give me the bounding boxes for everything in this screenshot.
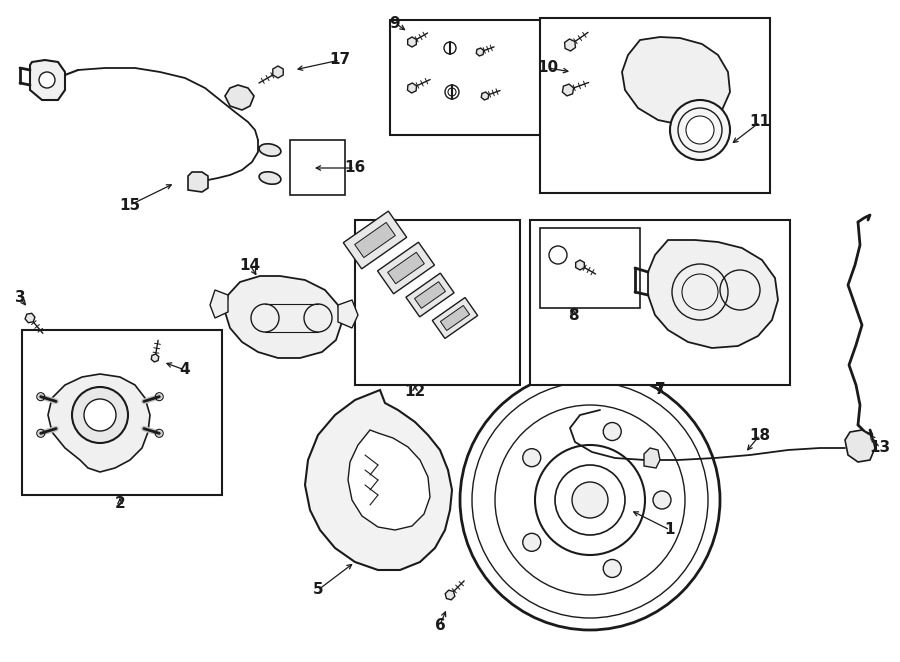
Text: 14: 14 [239, 258, 261, 273]
Circle shape [84, 399, 116, 431]
Bar [290, 140, 345, 195]
Bar [355, 220, 520, 385]
Circle shape [670, 100, 730, 160]
Circle shape [653, 491, 671, 509]
Polygon shape [562, 84, 573, 96]
Text: 18: 18 [750, 428, 770, 442]
Polygon shape [388, 252, 425, 284]
Polygon shape [25, 313, 35, 322]
Polygon shape [343, 211, 407, 269]
Polygon shape [446, 590, 454, 600]
Polygon shape [273, 66, 284, 78]
Polygon shape [644, 448, 660, 468]
Ellipse shape [259, 144, 281, 156]
Circle shape [572, 482, 608, 518]
Polygon shape [432, 297, 478, 338]
Polygon shape [408, 83, 417, 93]
Bar [22, 330, 222, 495]
Polygon shape [408, 37, 417, 47]
Polygon shape [476, 48, 484, 56]
Text: 7: 7 [654, 383, 665, 397]
Text: 6: 6 [435, 618, 446, 632]
Polygon shape [440, 305, 470, 330]
Text: 17: 17 [329, 52, 351, 68]
Polygon shape [151, 354, 158, 362]
Text: 5: 5 [312, 583, 323, 598]
Text: 3: 3 [14, 291, 25, 305]
Polygon shape [564, 39, 575, 51]
Bar [540, 18, 770, 193]
Polygon shape [415, 281, 446, 308]
Polygon shape [305, 390, 452, 570]
Text: 9: 9 [390, 15, 400, 30]
Bar [540, 228, 640, 308]
Polygon shape [210, 290, 228, 318]
Ellipse shape [259, 172, 281, 184]
Circle shape [39, 72, 55, 88]
Text: 1: 1 [665, 522, 675, 538]
Polygon shape [576, 260, 584, 270]
Text: 16: 16 [345, 160, 365, 175]
Polygon shape [648, 240, 778, 348]
Circle shape [603, 422, 621, 440]
Text: 15: 15 [120, 197, 140, 213]
Polygon shape [406, 273, 454, 317]
Polygon shape [225, 276, 342, 358]
Text: 12: 12 [404, 385, 426, 399]
Polygon shape [622, 37, 730, 125]
Polygon shape [377, 242, 435, 294]
Polygon shape [225, 85, 254, 110]
Polygon shape [482, 92, 489, 100]
Polygon shape [348, 430, 430, 530]
Polygon shape [188, 172, 208, 192]
Circle shape [523, 534, 541, 551]
Text: 8: 8 [568, 308, 579, 322]
Text: 2: 2 [114, 495, 125, 510]
Bar [390, 20, 550, 135]
Circle shape [603, 559, 621, 577]
Text: 13: 13 [869, 440, 891, 455]
Polygon shape [338, 300, 358, 328]
Text: 10: 10 [537, 60, 559, 75]
Text: 11: 11 [750, 115, 770, 130]
Bar [530, 220, 790, 385]
Circle shape [72, 387, 128, 443]
Circle shape [523, 449, 541, 467]
Text: 4: 4 [180, 363, 190, 377]
Polygon shape [845, 430, 875, 462]
Polygon shape [355, 222, 395, 258]
Circle shape [686, 116, 714, 144]
Polygon shape [30, 60, 65, 100]
Polygon shape [48, 374, 150, 472]
